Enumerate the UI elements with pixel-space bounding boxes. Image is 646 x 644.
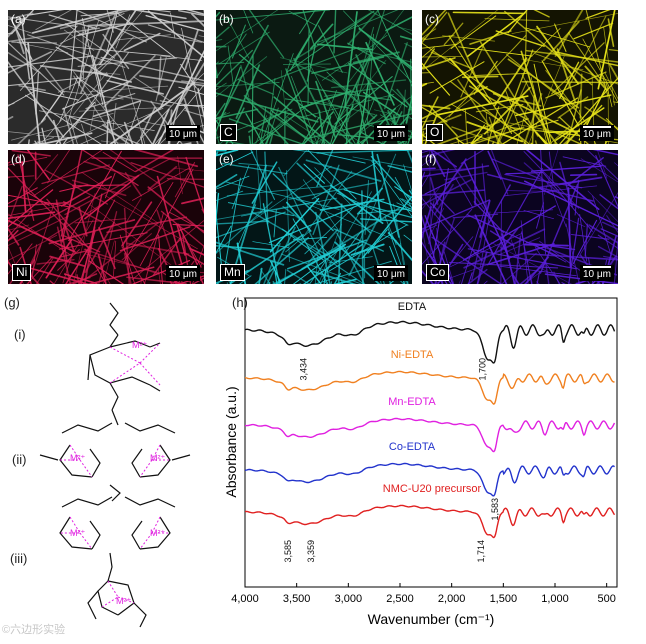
scale-bar-line [169,266,197,268]
micrograph-panel: (f) Co 10 μm [422,150,618,284]
element-label: Mn [220,264,245,281]
scale-bar: 10 μm [374,125,408,141]
micrograph-panel: (d) Ni 10 μm [8,150,204,284]
scale-bar-text: 10 μm [583,269,611,280]
panel-g-structures [0,285,230,635]
element-label: O [426,124,443,141]
scale-bar-line [169,126,197,128]
x-axis-label: Wavenumber (cm⁻¹) [368,611,495,627]
peak-annotation: 1,583 [490,498,500,521]
structure-ii [40,423,190,501]
series-label: Mn-EDTA [388,396,436,408]
x-tick-label: 2,500 [386,593,414,605]
scale-bar-line [583,126,611,128]
series-label: Ni-EDTA [391,349,434,361]
metal-ion-ii-left: M²⁺ [70,453,85,464]
metal-ion-iii-bottom: M²⁺ [116,596,131,607]
peak-annotation: 3,359 [306,540,316,563]
x-tick-label: 3,500 [283,593,311,605]
panel-label: (d) [11,152,26,166]
panel-label: (b) [219,12,234,26]
peak-annotation: 1,700 [478,358,488,381]
series-label: NMC-U20 precursor [383,483,482,495]
structure-i [88,303,160,425]
panel-label: (f) [425,152,436,166]
scale-bar: 10 μm [580,265,614,281]
x-tick-label: 4,000 [231,593,259,605]
structure-ii-label: (ii) [12,452,26,467]
scale-bar-line [583,266,611,268]
metal-ion-ii-right: M²⁺ [150,453,165,464]
element-label: Ni [12,264,31,281]
scale-bar-text: 10 μm [169,269,197,280]
edta-structures-svg [0,285,230,635]
scale-bar-line [377,126,405,128]
x-tick-label: 500 [597,593,615,605]
micrograph-image [422,10,618,144]
micrograph-panel: (c) O 10 μm [422,10,618,144]
scale-bar-line [377,266,405,268]
scale-bar: 10 μm [374,265,408,281]
peak-annotation: 1,714 [476,540,486,563]
scale-bar-text: 10 μm [377,269,405,280]
ftir-chart: NMC-U20 precursor Co-EDTA Mn-EDTA Ni-EDTA ED… [222,290,646,639]
panel-label: (c) [425,12,439,26]
peak-annotation: 3,585 [283,540,293,563]
metal-ion-i: M²⁺ [132,340,147,351]
micrograph-image [216,150,412,284]
micrograph-image [8,150,204,284]
micrograph-panel: (b) C 10 μm [216,10,412,144]
series-line-nmc-u20-precursor [245,505,615,537]
micrograph-image [422,150,618,284]
series-label: Co-EDTA [389,441,436,453]
scale-bar: 10 μm [166,125,200,141]
scale-bar-text: 10 μm [583,129,611,140]
series-label: EDTA [398,301,427,313]
y-axis-label: Absorbance (a.u.) [223,386,239,497]
micrograph-image [216,10,412,144]
scale-bar: 10 μm [166,265,200,281]
panel-label: (a) [11,12,26,26]
scale-bar-text: 10 μm [169,129,197,140]
x-tick-label: 1,000 [541,593,569,605]
structure-iii-label: (iii) [10,551,27,566]
x-tick-label: 1,500 [490,593,518,605]
element-label: C [220,124,237,141]
peak-annotation: 3,434 [298,358,308,381]
panel-label: (e) [219,152,234,166]
structure-iii [60,497,175,627]
micrograph-image [8,10,204,144]
metal-ion-iii-right: M²⁺ [150,528,165,539]
ftir-chart-svg: NMC-U20 precursor Co-EDTA Mn-EDTA Ni-EDTA ED… [222,290,646,639]
element-label: Co [426,264,449,281]
watermark: ©六边形实验 [2,621,65,637]
structure-i-label: (i) [14,327,26,342]
scale-bar-text: 10 μm [377,129,405,140]
micrograph-panel: (a) 10 μm [8,10,204,144]
x-tick-label: 2,000 [438,593,466,605]
metal-ion-iii-left: M²⁺ [70,528,85,539]
scale-bar: 10 μm [580,125,614,141]
micrograph-panel: (e) Mn 10 μm [216,150,412,284]
x-tick-label: 3,000 [335,593,363,605]
